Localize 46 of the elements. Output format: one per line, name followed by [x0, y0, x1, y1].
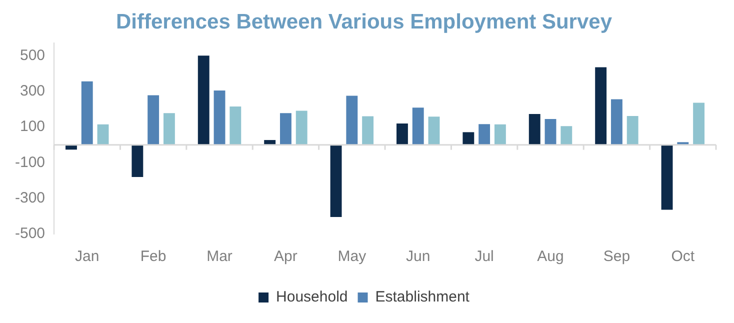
x-tick-label: Aug [537, 248, 564, 266]
y-tick-label: -300 [14, 189, 46, 206]
bar [544, 118, 556, 145]
bar [280, 113, 292, 145]
y-tick-label: 300 [20, 82, 46, 100]
y-tick-label: -100 [14, 154, 46, 171]
bar [97, 124, 109, 145]
y-tick-label: 100 [20, 118, 46, 136]
legend-label: Establishment [375, 288, 470, 306]
bar [346, 96, 358, 145]
chart-title: Differences Between Various Employment Survey [116, 10, 612, 34]
x-tick-label: Sep [603, 248, 630, 266]
bar [296, 110, 308, 145]
bar [198, 56, 210, 145]
bar [478, 124, 490, 145]
y-tick-label: -500 [14, 225, 46, 242]
bar [148, 95, 160, 145]
bar [412, 108, 424, 145]
bar [494, 124, 506, 145]
x-tick-label: Apr [274, 248, 298, 266]
x-tick-label: Mar [206, 248, 232, 266]
x-tick-label: Jan [75, 248, 100, 266]
x-tick-label: Feb [140, 248, 166, 266]
x-tick-label: Jul [474, 248, 494, 266]
bar [81, 81, 93, 145]
bar [362, 116, 374, 145]
bar [462, 132, 474, 145]
bar [230, 106, 242, 145]
bar [163, 113, 175, 145]
bar [132, 144, 144, 177]
bar [214, 90, 226, 145]
bar [428, 116, 440, 145]
bar [560, 126, 572, 145]
bar [661, 144, 673, 210]
bar [595, 67, 607, 145]
bar [693, 102, 705, 145]
x-tick-label: Oct [671, 248, 696, 266]
legend-label: Household [276, 288, 348, 306]
y-tick-label: 500 [20, 46, 46, 64]
x-tick-label: Jun [406, 248, 430, 266]
bar [396, 123, 408, 145]
bar [610, 99, 622, 145]
bar [626, 116, 638, 145]
x-tick-label: May [338, 248, 367, 266]
bar [330, 144, 342, 218]
bar [528, 114, 540, 145]
